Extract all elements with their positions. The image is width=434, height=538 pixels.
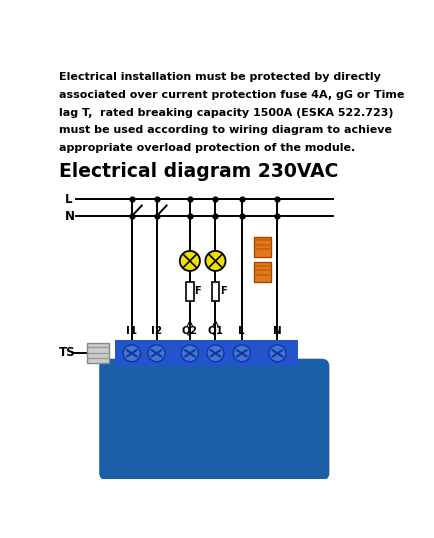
Text: Electrical diagram 230VAC: Electrical diagram 230VAC <box>59 162 338 181</box>
Bar <box>87 343 108 363</box>
Circle shape <box>233 345 250 362</box>
Text: appropriate overload protection of the module.: appropriate overload protection of the m… <box>59 143 355 153</box>
Bar <box>115 340 299 366</box>
Circle shape <box>123 345 140 362</box>
Text: must be used according to wiring diagram to achieve: must be used according to wiring diagram… <box>59 125 392 136</box>
Circle shape <box>180 251 200 271</box>
Text: F: F <box>194 286 201 296</box>
Text: Q1: Q1 <box>207 325 224 336</box>
Circle shape <box>148 345 165 362</box>
Circle shape <box>269 345 286 362</box>
Text: N: N <box>273 325 282 336</box>
Circle shape <box>207 345 224 362</box>
Text: N: N <box>65 210 75 223</box>
Text: lag T,  rated breaking capacity 1500A (ESKA 522.723): lag T, rated breaking capacity 1500A (ES… <box>59 108 393 118</box>
Bar <box>212 282 219 301</box>
Text: associated over current protection fuse 4A, gG or Time: associated over current protection fuse … <box>59 90 404 100</box>
FancyBboxPatch shape <box>99 359 329 480</box>
Bar <box>186 282 194 301</box>
Text: Q2: Q2 <box>182 325 198 336</box>
Circle shape <box>181 345 198 362</box>
Text: I2: I2 <box>151 325 162 336</box>
Text: F: F <box>220 286 227 296</box>
Bar <box>254 263 271 282</box>
Text: L: L <box>239 325 245 336</box>
Text: TS: TS <box>59 346 76 359</box>
Text: I1: I1 <box>126 325 137 336</box>
Text: L: L <box>65 193 72 206</box>
Text: Electrical installation must be protected by directly: Electrical installation must be protecte… <box>59 72 381 82</box>
Circle shape <box>205 251 226 271</box>
Bar <box>254 237 271 257</box>
